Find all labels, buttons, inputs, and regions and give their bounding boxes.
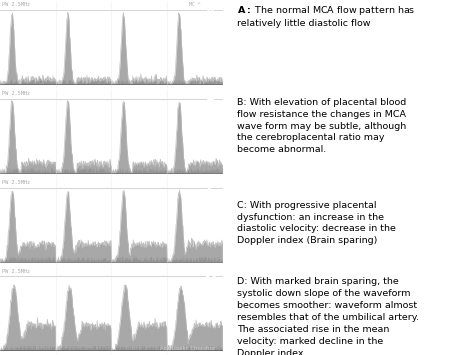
Text: MC ^: MC ^ (189, 2, 201, 7)
Text: D: With marked brain sparing, the
systolic down slope of the waveform
becomes sm: D: With marked brain sparing, the systol… (237, 277, 419, 355)
Text: D: D (205, 271, 216, 285)
Text: C: With progressive placental
dysfunction: an increase in the
diastolic velocity: C: With progressive placental dysfunctio… (237, 201, 396, 245)
Text: PW 2.5MHz: PW 2.5MHz (2, 180, 30, 185)
Text: C: C (206, 182, 216, 197)
Text: B: B (205, 94, 216, 108)
Text: Aboubakr Elnashar: Aboubakr Elnashar (160, 346, 216, 351)
Text: PW 2.5MHz: PW 2.5MHz (2, 2, 30, 7)
Text: A: A (205, 5, 216, 19)
Text: B: With elevation of placental blood
flow resistance the changes in MCA
wave for: B: With elevation of placental blood flo… (237, 98, 406, 154)
Text: $\bf{A:}$ The normal MCA flow pattern has
relatively little diastolic flow: $\bf{A:}$ The normal MCA flow pattern ha… (237, 4, 416, 28)
Text: PW 2.5MHz: PW 2.5MHz (2, 269, 30, 274)
Text: PW 2.5MHz: PW 2.5MHz (2, 91, 30, 96)
